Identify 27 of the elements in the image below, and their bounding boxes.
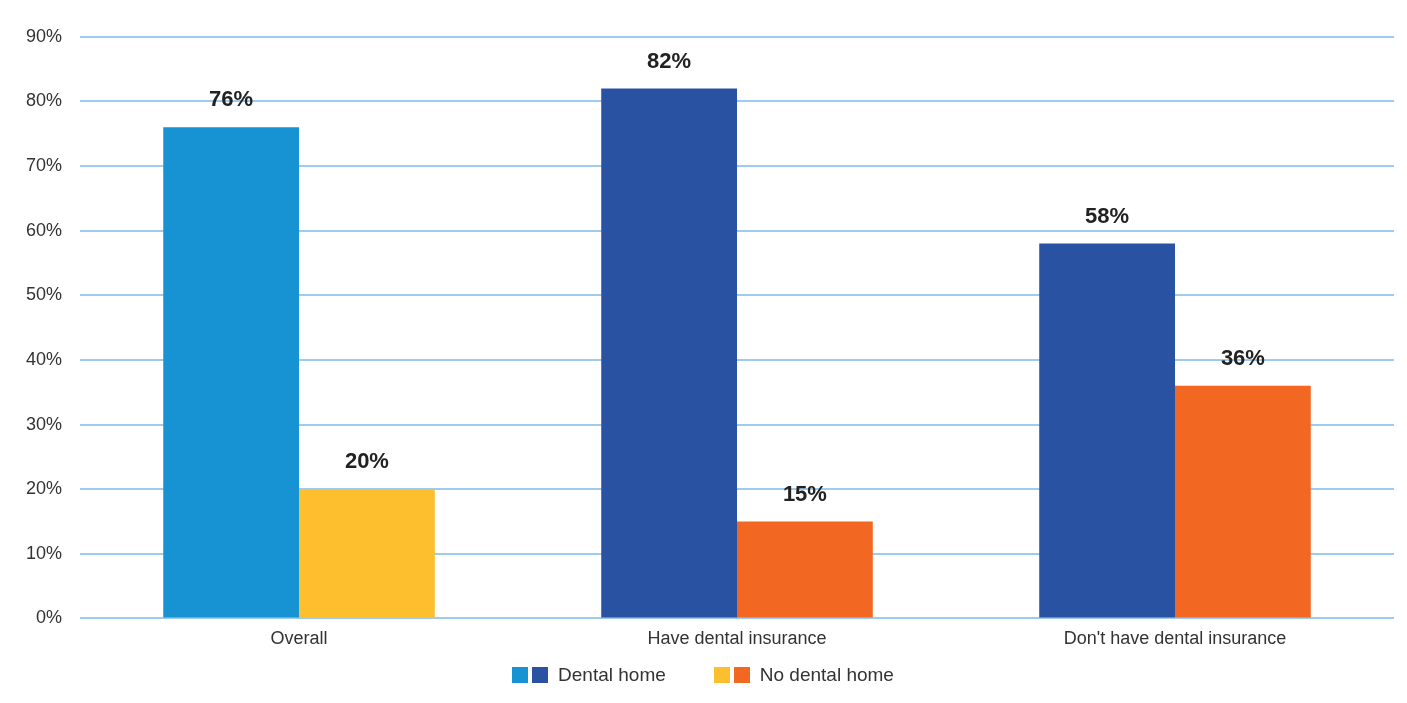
bar bbox=[299, 489, 435, 618]
bar bbox=[1039, 243, 1175, 618]
y-tick-label: 60% bbox=[26, 219, 63, 240]
y-tick-label: 70% bbox=[26, 155, 63, 176]
y-tick-label: 80% bbox=[26, 90, 63, 111]
x-tick-label: Overall bbox=[270, 628, 328, 649]
bar bbox=[737, 521, 873, 618]
data-label: 15% bbox=[782, 480, 827, 506]
y-tick-label: 20% bbox=[26, 478, 63, 499]
y-tick-label: 40% bbox=[26, 348, 63, 369]
y-tick-label: 0% bbox=[36, 607, 63, 628]
x-tick-label: Have dental insurance bbox=[647, 628, 827, 649]
bar bbox=[601, 88, 738, 618]
legend-label: Dental home bbox=[558, 664, 666, 686]
y-tick-label: 90% bbox=[26, 25, 63, 46]
x-tick-label: Don't have dental insurance bbox=[1063, 628, 1287, 649]
data-label: 20% bbox=[344, 448, 389, 474]
data-label: 58% bbox=[1085, 202, 1130, 228]
bar bbox=[1175, 385, 1311, 618]
data-label: 82% bbox=[647, 47, 692, 73]
y-tick-label: 10% bbox=[26, 542, 63, 563]
legend-label: No dental home bbox=[759, 664, 894, 686]
data-label: 76% bbox=[209, 86, 254, 112]
data-label: 36% bbox=[1220, 344, 1265, 370]
y-tick-label: 50% bbox=[26, 284, 63, 305]
y-tick-label: 30% bbox=[26, 413, 63, 434]
bar bbox=[163, 127, 300, 618]
